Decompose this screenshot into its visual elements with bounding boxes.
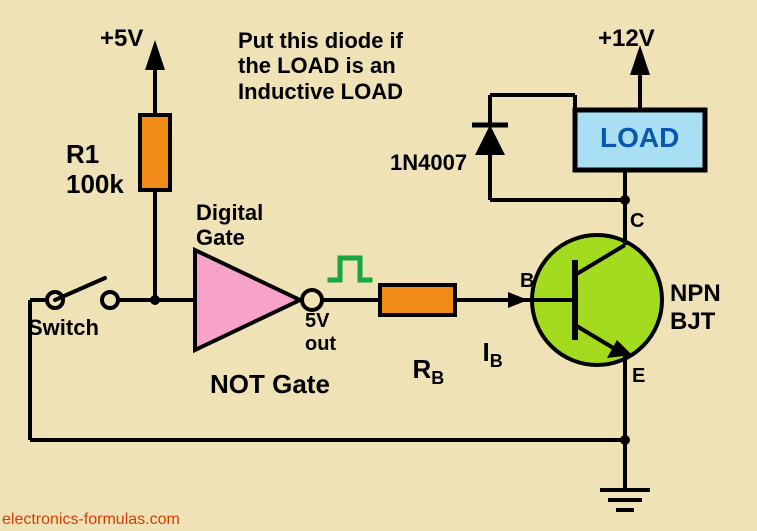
- label-diode-note: Put this diode if the LOAD is an Inducti…: [238, 28, 403, 104]
- watermark: electronics-formulas.com: [2, 511, 180, 529]
- label-c: C: [630, 210, 644, 233]
- label-ib: IB: [468, 308, 503, 372]
- arrow-5v: [145, 40, 165, 70]
- label-plus5v: +5V: [100, 25, 143, 53]
- label-r1: R1 100k: [66, 140, 124, 200]
- label-diode-part: 1N4007: [390, 150, 467, 175]
- switch-right-contact: [102, 292, 118, 308]
- label-rb: RB: [398, 325, 444, 389]
- label-digital-gate: Digital Gate: [196, 200, 263, 251]
- switch-lever: [55, 278, 105, 300]
- pulse-icon: [330, 258, 370, 280]
- label-npn: NPN BJT: [670, 280, 721, 335]
- label-not-gate: NOT Gate: [210, 370, 330, 400]
- label-load: LOAD: [600, 122, 679, 154]
- not-gate: [195, 250, 300, 350]
- label-5v-out: 5V out: [305, 310, 336, 356]
- resistor-rb: [380, 285, 455, 315]
- ib-arrow: [508, 292, 528, 308]
- label-plus12v: +12V: [598, 25, 655, 53]
- label-e: E: [632, 365, 645, 388]
- label-switch: Switch: [28, 315, 99, 340]
- not-gate-bubble: [302, 290, 322, 310]
- label-b: B: [520, 270, 534, 293]
- resistor-r1: [140, 115, 170, 190]
- diode-triangle: [475, 125, 505, 155]
